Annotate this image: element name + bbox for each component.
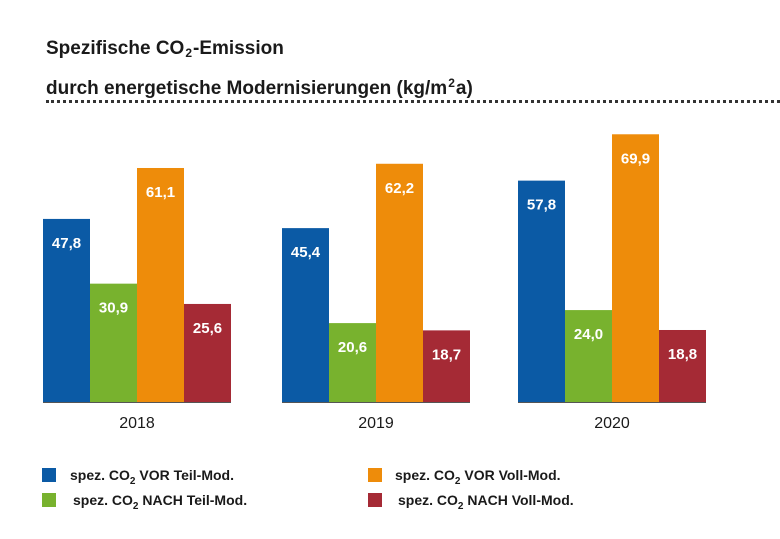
title-line-2-text: durch energetische Modernisierungen (kg/… (46, 78, 448, 99)
x-tick-label-2018: 2018 (119, 415, 155, 432)
bar-value-label: 24,0 (574, 326, 603, 343)
title-line-2: durch energetische Modernisierungen (kg/… (46, 68, 473, 104)
bar-value-label: 69,9 (621, 150, 650, 167)
bar-value-label: 61,1 (146, 184, 175, 201)
legend-label-suffix: VOR Voll-Mod. (460, 467, 560, 483)
bar-value-label: 18,7 (432, 346, 461, 363)
legend-label-subscript: 2 (130, 476, 136, 487)
legend-label-text: spez. CO (398, 492, 458, 508)
bar-value-label: 30,9 (99, 300, 128, 317)
legend-label-subscript: 2 (455, 476, 461, 487)
legend-label-2: spez. CO2 NACH Teil-Mod. (73, 492, 247, 512)
bar-2018-series-3 (137, 167, 184, 402)
title-divider (46, 100, 780, 103)
bar-value-label: 25,6 (193, 320, 222, 337)
bar-value-label: 18,8 (668, 346, 697, 363)
legend-label-text: spez. CO (73, 492, 133, 508)
legend-label-subscript: 2 (133, 501, 139, 512)
legend-label-subscript: 2 (458, 501, 464, 512)
chart-title: Spezifische CO2-Emission durch energetis… (46, 34, 473, 104)
legend-swatch-3 (368, 468, 382, 482)
title-line-2-superscript: 2 (448, 76, 455, 90)
bar-value-label: 45,4 (291, 244, 321, 261)
title-line-1-subscript: 2 (185, 46, 193, 60)
bar-value-label: 20,6 (338, 339, 367, 356)
bar-2018-series-4 (184, 303, 231, 402)
bar-2020-series-3 (612, 134, 659, 402)
bar-2019-series-4 (423, 330, 470, 402)
bar-2020-series-4 (659, 329, 706, 402)
legend-label-4: spez. CO2 NACH Voll-Mod. (398, 492, 574, 512)
legend-label-text: spez. CO (395, 467, 455, 483)
legend-swatch-1 (42, 468, 56, 482)
legend-label-suffix: NACH Voll-Mod. (463, 492, 573, 508)
title-line-1-text: Spezifische CO (46, 38, 185, 59)
bar-2020-series-2 (565, 310, 612, 402)
bar-2018-series-1 (43, 218, 90, 402)
legend-label-1: spez. CO2 VOR Teil-Mod. (70, 467, 234, 487)
bar-2019-series-1 (282, 228, 329, 402)
bar-value-label: 47,8 (52, 235, 81, 252)
legend-label-3: spez. CO2 VOR Voll-Mod. (395, 467, 561, 487)
bar-2019-series-3 (376, 163, 423, 402)
bar-value-label: 62,2 (385, 180, 414, 197)
bar-2018-series-2 (90, 283, 137, 402)
legend-label-suffix: NACH Teil-Mod. (138, 492, 247, 508)
x-tick-label-2019: 2019 (358, 415, 394, 432)
legend-label-suffix: VOR Teil-Mod. (135, 467, 234, 483)
bar-value-label: 57,8 (527, 197, 556, 214)
bar-2019-series-2 (329, 323, 376, 402)
title-line-1-suffix: -Emission (193, 38, 284, 59)
title-line-1: Spezifische CO2-Emission (46, 34, 473, 68)
x-tick-label-2020: 2020 (594, 415, 630, 432)
legend-swatch-4 (368, 493, 382, 507)
bar-2020-series-1 (518, 180, 565, 402)
title-line-2-suffix: a) (455, 78, 473, 99)
legend-swatch-2 (42, 493, 56, 507)
legend-label-text: spez. CO (70, 467, 130, 483)
